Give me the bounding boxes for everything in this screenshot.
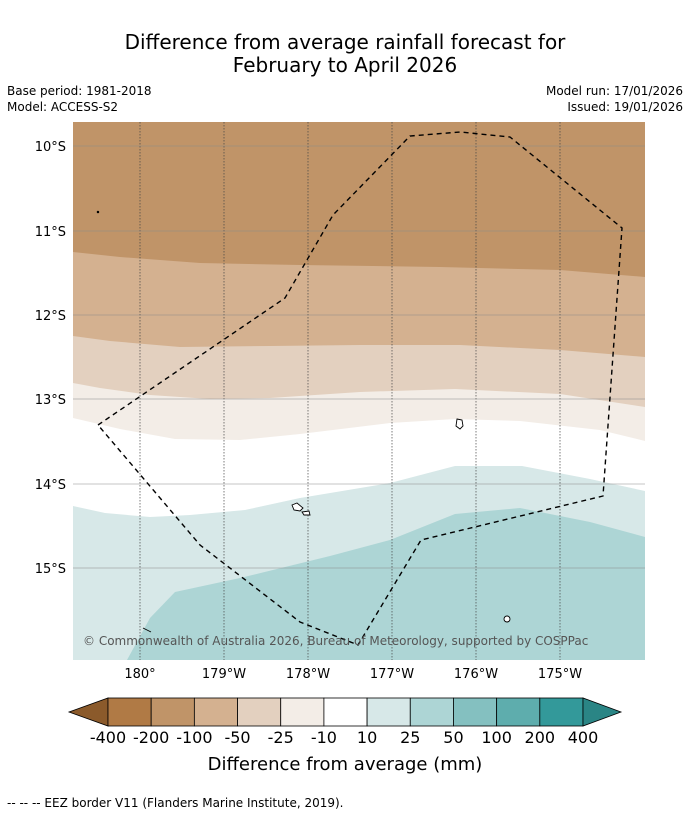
lon-label: 179°W — [202, 667, 246, 682]
model-info: Base period: 1981-2018 Model: ACCESS-S2 — [7, 83, 152, 115]
latitude-lines — [73, 145, 645, 569]
colorbar-swatch — [496, 697, 541, 727]
colorbar-swatch — [150, 697, 195, 727]
lat-label: 10°S — [35, 140, 66, 155]
colorbar-tick-label: -50 — [224, 728, 250, 747]
lat-label: 14°S — [35, 478, 66, 493]
colorbar-arrow-high — [582, 697, 623, 727]
base-period: Base period: 1981-2018 — [7, 84, 152, 98]
colorbar-swatch — [539, 697, 584, 727]
colorbar-swatch — [107, 697, 152, 727]
colorbar-label: Difference from average (mm) — [208, 754, 483, 775]
colorbar-swatch — [323, 697, 368, 727]
colorbar-tick-label: 10 — [357, 728, 377, 747]
colorbar-tick-label: -400 — [90, 728, 126, 747]
latitude-labels: 10°S 11°S 12°S 13°S 14°S 15°S — [35, 140, 66, 577]
colorbar — [67, 697, 623, 727]
issued-date: Issued: 19/01/2026 — [567, 100, 683, 114]
islands — [96, 210, 511, 633]
colorbar-tick-label: -25 — [268, 728, 294, 747]
colorbar-swatch — [237, 697, 282, 727]
graticule — [139, 122, 561, 660]
colorbar-tick-label: 50 — [443, 728, 463, 747]
colorbar-tick-label: 200 — [525, 728, 556, 747]
run-info: Model run: 17/01/2026 Issued: 19/01/2026 — [546, 83, 683, 115]
colorbar-tick-label: 100 — [481, 728, 512, 747]
island-6 — [96, 210, 100, 214]
map-title: Difference from average rainfall forecas… — [0, 31, 690, 77]
copyright-notice: © Commonwealth of Australia 2026, Bureau… — [83, 634, 588, 648]
island-4 — [503, 615, 511, 623]
colorbar-tick-label: -100 — [176, 728, 212, 747]
lon-label: 177°W — [370, 667, 414, 682]
colorbar-swatch — [409, 697, 454, 727]
lat-label: 11°S — [35, 225, 66, 240]
model-name: Model: ACCESS-S2 — [7, 100, 119, 114]
eez-footnote: -- -- -- EEZ border V11 (Flanders Marine… — [7, 796, 344, 810]
colorbar-swatch — [366, 697, 411, 727]
title-line-1: Difference from average rainfall forecas… — [124, 30, 566, 54]
rainfall-bands — [73, 122, 645, 660]
island-2 — [291, 502, 304, 512]
eez-border — [96, 131, 623, 646]
lat-label: 15°S — [35, 562, 66, 577]
title-line-2: February to April 2026 — [232, 53, 458, 77]
colorbar-swatch — [453, 697, 498, 727]
lat-label: 13°S — [35, 393, 66, 408]
colorbar-swatch — [280, 697, 325, 727]
colorbar-tick-label: 25 — [400, 728, 420, 747]
colorbar-ticks: -400 -200 -100 -50 -25 -10 10 25 50 100 200 400 — [90, 728, 598, 747]
lon-label: 178°W — [286, 667, 330, 682]
band-25-to-50 — [127, 508, 645, 660]
lon-label: 176°W — [454, 667, 498, 682]
lat-label: 12°S — [35, 309, 66, 324]
colorbar-arrow-low — [67, 697, 109, 727]
longitude-labels: 180° 179°W 178°W 177°W 176°W 175°W — [124, 667, 582, 682]
colorbar-tick-label: -200 — [133, 728, 169, 747]
island-5 — [142, 627, 152, 633]
lon-label: 175°W — [538, 667, 582, 682]
lon-label: 180° — [124, 667, 155, 682]
colorbar-tick-label: 400 — [568, 728, 599, 747]
colorbar-swatch — [193, 697, 238, 727]
colorbar-tick-label: -10 — [311, 728, 337, 747]
band-minus-100-to-minus-200 — [73, 122, 645, 277]
island-1 — [455, 418, 464, 430]
model-run: Model run: 17/01/2026 — [545, 84, 683, 98]
island-3 — [301, 510, 311, 516]
